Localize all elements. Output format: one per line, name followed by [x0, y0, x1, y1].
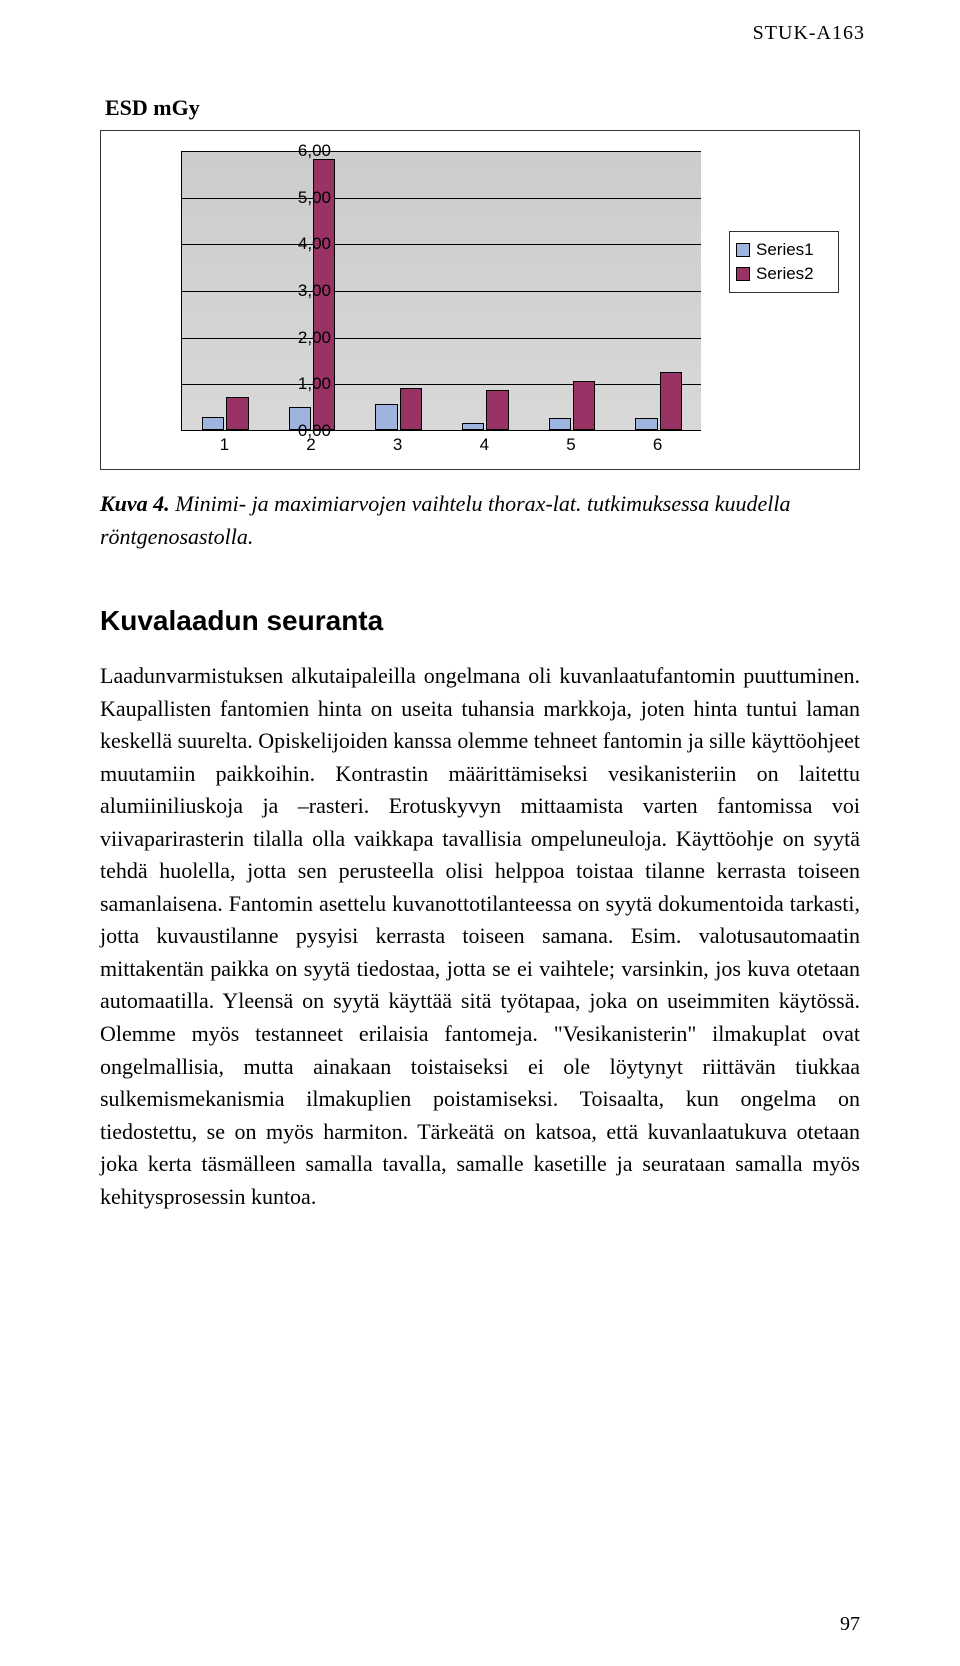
legend-item-1: Series1: [736, 238, 832, 262]
chart-bar: [375, 404, 398, 430]
section-heading: Kuvalaadun seuranta: [100, 605, 383, 637]
legend-label-2: Series2: [756, 264, 814, 284]
page-number: 97: [840, 1613, 860, 1636]
chart-ytick-label: 2,00: [281, 328, 331, 348]
chart-gridline: [182, 338, 701, 339]
chart-bar: [462, 423, 485, 430]
figure-caption-text: Minimi- ja maximiarvojen vaihtelu thorax…: [100, 491, 790, 549]
chart-gridline: [182, 384, 701, 385]
chart-ytick-label: 3,00: [281, 281, 331, 301]
chart-ytick-label: 1,00: [281, 374, 331, 394]
chart-gridline: [182, 198, 701, 199]
chart-gridline: [182, 151, 701, 152]
chart-bar: [486, 390, 509, 430]
chart-ytick-label: 5,00: [281, 188, 331, 208]
chart-bar: [549, 418, 572, 430]
chart-bar: [202, 417, 225, 430]
legend-label-1: Series1: [756, 240, 814, 260]
header-label: STUK-A163: [753, 22, 865, 45]
chart-bar: [226, 397, 249, 430]
chart-xtick-label: 6: [653, 435, 662, 455]
chart-gridline: [182, 244, 701, 245]
chart-xtick-label: 3: [393, 435, 402, 455]
chart-xtick-label: 1: [220, 435, 229, 455]
legend-swatch-1: [736, 243, 750, 257]
chart-container: Series1 Series2 0,001,002,003,004,005,00…: [100, 130, 860, 470]
legend-item-2: Series2: [736, 262, 832, 286]
chart-bar: [573, 381, 596, 430]
chart-ytick-label: 6,00: [281, 141, 331, 161]
chart-legend: Series1 Series2: [729, 231, 839, 293]
chart-plot-area: [181, 151, 701, 431]
figure-caption: Kuva 4. Minimi- ja maximiarvojen vaihtel…: [100, 487, 860, 553]
legend-swatch-2: [736, 267, 750, 281]
chart-bar: [635, 418, 658, 430]
chart-xtick-label: 5: [566, 435, 575, 455]
chart-xtick-label: 2: [306, 435, 315, 455]
chart-bar: [400, 388, 423, 430]
chart-ytick-label: 4,00: [281, 234, 331, 254]
chart-gridline: [182, 291, 701, 292]
chart-bar: [660, 372, 683, 430]
chart-xtick-label: 4: [480, 435, 489, 455]
figure-caption-label: Kuva 4.: [100, 491, 170, 516]
body-paragraph: Laadunvarmistuksen alkutaipaleilla ongel…: [100, 660, 860, 1213]
chart-y-axis-title: ESD mGy: [105, 95, 200, 121]
